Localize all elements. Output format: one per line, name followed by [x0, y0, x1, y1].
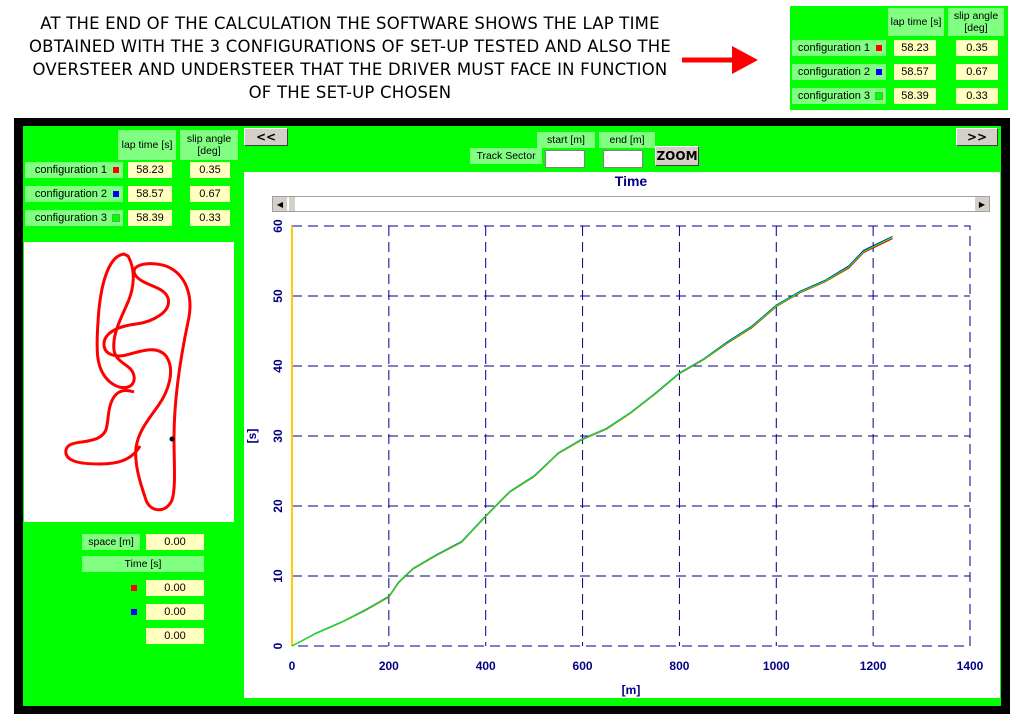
y-tick-label: 0	[271, 642, 285, 649]
scroll-thumb[interactable]	[289, 197, 295, 211]
config-2-lap-time: 58.57	[894, 64, 936, 80]
sector-start-input[interactable]	[545, 150, 585, 168]
y-tick-label: 50	[271, 289, 285, 303]
track-map-icon	[64, 252, 192, 512]
time-label: Time [s]	[82, 556, 204, 572]
scroll-left-icon[interactable]: ◀	[273, 197, 287, 211]
red-square-icon	[113, 167, 119, 173]
config-1-slip-angle: 0.35	[190, 162, 230, 178]
y-axis-label: [s]	[245, 429, 259, 444]
blue-square-icon	[876, 69, 882, 75]
space-value: 0.00	[146, 534, 204, 550]
prev-button[interactable]: <<	[244, 128, 288, 146]
scroll-right-icon[interactable]: ▶	[975, 197, 989, 211]
x-tick-label: 600	[573, 659, 593, 673]
arrow-right-icon	[682, 46, 758, 74]
x-tick-label: 1400	[957, 659, 984, 673]
config-2-slip-angle: 0.67	[190, 186, 230, 202]
series-line-2	[291, 235, 893, 647]
red-square-icon	[876, 45, 882, 51]
chart-title: Time	[615, 173, 648, 189]
red-square-icon	[131, 585, 137, 591]
config-2-lap-time: 58.57	[128, 186, 172, 202]
x-axis-label: [m]	[622, 683, 641, 697]
track-sector-label: Track Sector	[470, 148, 542, 164]
config-3-slip-angle: 0.33	[956, 88, 998, 104]
green-square-icon	[112, 214, 120, 222]
slip-angle-header: slip angle [deg]	[948, 8, 1004, 36]
series-line-1	[291, 238, 893, 647]
config-3-lap-time: 58.39	[128, 210, 172, 226]
green-square-icon	[875, 92, 883, 100]
config-1-label: configuration 1	[792, 40, 886, 56]
x-tick-label: 800	[669, 659, 689, 673]
config-1-lap-time: 58.23	[894, 40, 936, 56]
x-tick-label: 1000	[763, 659, 790, 673]
config-1-lap-time: 58.23	[128, 162, 172, 178]
config-3-lap-time: 58.39	[894, 88, 936, 104]
horizontal-scrollbar[interactable]: ◀ ▶	[272, 196, 990, 212]
lap-time-header: lap time [s]	[118, 130, 176, 160]
blue-square-icon	[113, 191, 119, 197]
time-value-config-1: 0.00	[146, 580, 204, 596]
blue-square-icon	[131, 609, 137, 615]
x-tick-label: 0	[289, 659, 296, 673]
config-3-slip-angle: 0.33	[190, 210, 230, 226]
x-tick-label: 200	[379, 659, 399, 673]
config-2-label: configuration 2	[792, 64, 886, 80]
chart-panel	[244, 172, 1000, 698]
start-label: start [m]	[537, 132, 595, 148]
y-tick-label: 20	[271, 499, 285, 513]
config-2-label: configuration 2	[25, 186, 123, 202]
x-tick-label: 1200	[860, 659, 887, 673]
y-tick-label: 60	[271, 219, 285, 233]
lap-time-header: lap time [s]	[888, 8, 944, 36]
car-position-marker	[169, 436, 175, 442]
end-label: end [m]	[599, 132, 655, 148]
time-chart: Time 0 200 400 600 800 1000 1200 1400 0 10 20 30 40 50…	[245, 173, 984, 697]
track-map-panel	[24, 242, 234, 522]
config-1-slip-angle: 0.35	[956, 40, 998, 56]
space-label: space [m]	[82, 534, 140, 550]
next-button[interactable]: >>	[956, 128, 998, 146]
config-3-label: configuration 3	[25, 210, 123, 226]
time-value-config-2: 0.00	[146, 604, 204, 620]
series-line-3	[291, 236, 893, 647]
sector-end-input[interactable]	[603, 150, 643, 168]
zoom-button[interactable]: ZOOM	[655, 146, 699, 166]
config-3-label: configuration 3	[792, 88, 886, 104]
slip-angle-header: slip angle [deg]	[180, 130, 238, 160]
time-value-config-3: 0.00	[146, 628, 204, 644]
results-table-top: lap time [s] slip angle [deg] configurat…	[790, 6, 1008, 110]
config-2-slip-angle: 0.67	[956, 64, 998, 80]
y-tick-label: 40	[271, 359, 285, 373]
config-1-label: configuration 1	[25, 162, 123, 178]
caption-text: AT THE END OF THE CALCULATION THE SOFTWA…	[29, 14, 671, 102]
x-tick-label: 400	[476, 659, 496, 673]
y-tick-label: 10	[271, 569, 285, 583]
y-tick-label: 30	[271, 429, 285, 443]
